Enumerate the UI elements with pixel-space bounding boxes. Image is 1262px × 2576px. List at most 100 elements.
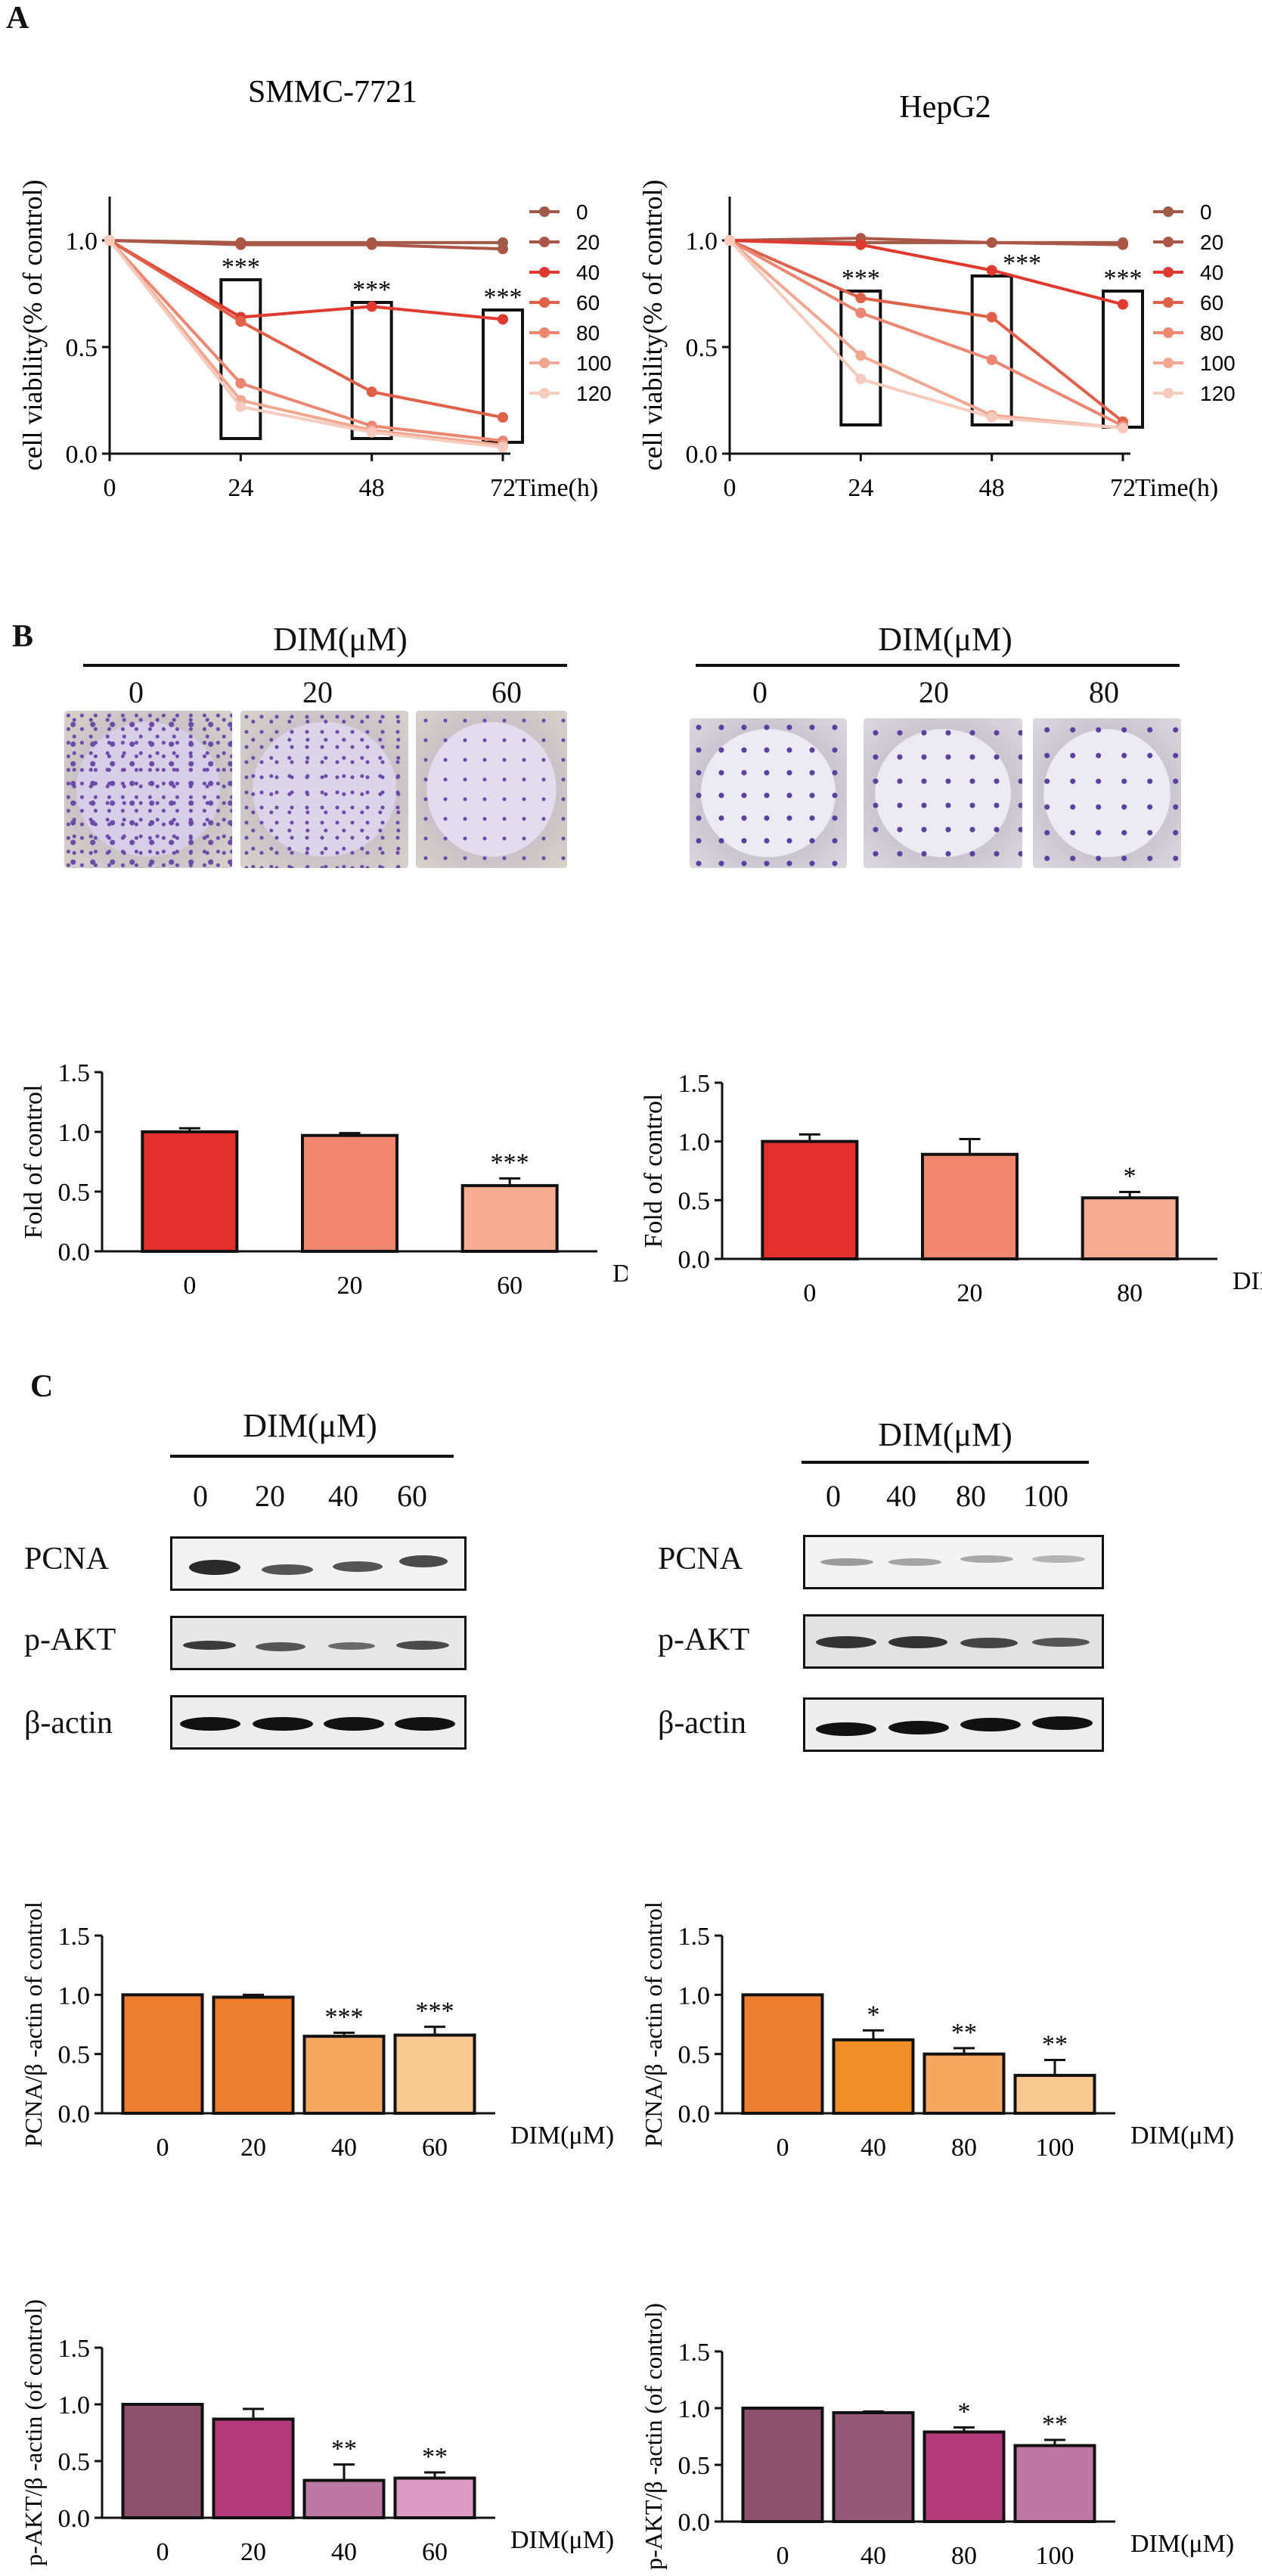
colony-right-label-1: 20 (919, 675, 949, 709)
y-tick-label: 0.5 (58, 2448, 91, 2476)
western-left-blot-pcna (170, 1536, 467, 1591)
data-point-120 (366, 426, 377, 438)
colony-left-underline (83, 664, 567, 667)
significance-label: * (867, 2001, 880, 2029)
western-right-label-bactin: β-actin (658, 1706, 746, 1741)
western-left-lane-0: 0 (193, 1479, 208, 1513)
x-tick-label: 40 (860, 2542, 886, 2570)
x-axis-label: DIM(μM) (1130, 2122, 1234, 2150)
y-tick-label: 0.0 (678, 1246, 711, 1274)
data-point-60 (986, 312, 997, 323)
legend-label: 0 (1200, 200, 1212, 224)
chart-pakt-right: 0.0 0.5 1.0 1.5 p-AKT/β -actin (of control) 0… (640, 2303, 1234, 2570)
western-right-lane-2: 80 (956, 1479, 986, 1513)
legend-label: 0 (576, 200, 588, 224)
legend-marker (1163, 206, 1174, 217)
x-tick-label: 100 (1036, 2134, 1074, 2162)
colony-dish-right-1 (864, 718, 1022, 868)
x-tick-label: 48 (359, 474, 385, 502)
bar-20 (212, 2417, 295, 2519)
data-point-20 (235, 239, 247, 250)
legend-label: 100 (576, 352, 612, 375)
y-tick-label: 0.0 (66, 441, 98, 469)
colony-right-header: DIM(μM) (878, 621, 1012, 658)
legend-label: 120 (576, 382, 612, 405)
bar-0 (141, 1130, 239, 1253)
chart-smmc7721-viability: SMMC-7721 0 24 48 72 Time(h) 0.0 0.5 1.0 cell via… (17, 75, 612, 502)
bar-0 (741, 2407, 824, 2523)
bar-40 (832, 2411, 915, 2523)
bar-80 (922, 2430, 1006, 2523)
x-tick-label: 48 (979, 474, 1005, 502)
y-tick-label: 0.0 (58, 2100, 91, 2128)
data-point-20 (498, 243, 508, 255)
legend-label: 40 (1200, 261, 1223, 284)
y-axis-label: p-AKT/β -actin (of control) (640, 2303, 667, 2570)
y-tick-label: 1.5 (58, 2335, 91, 2363)
x-tick-label: 0 (803, 1279, 816, 1307)
series-line-120 (108, 239, 504, 449)
x-tick-label: 40 (331, 2134, 357, 2162)
western-right-blot-bactin (803, 1697, 1104, 1752)
legend-marker (1163, 237, 1174, 247)
x-tick-label: 0 (777, 2134, 789, 2162)
x-axis-label: DIM(μM) (510, 2526, 614, 2554)
x-axis-label: DIM(μM) (612, 1260, 628, 1288)
y-tick-label: 0.5 (678, 2041, 711, 2069)
significance-label: ** (1042, 2031, 1068, 2059)
data-point-60 (498, 412, 508, 423)
western-left-header: DIM(μM) (243, 1407, 377, 1444)
significance-label: *** (484, 284, 522, 312)
x-tick-label: 72 (1110, 474, 1136, 502)
x-axis-label: DIM(μM) (510, 2122, 614, 2150)
legend-marker (539, 237, 550, 247)
bar-60 (393, 2033, 476, 2116)
y-tick-label: 1.0 (58, 1119, 91, 1147)
colony-dish-left-2 (416, 711, 567, 868)
western-right-lane-0: 0 (826, 1479, 841, 1513)
legend-label: 120 (1200, 382, 1236, 405)
y-tick-label: 1.0 (66, 228, 98, 256)
x-tick-label: 24 (848, 474, 873, 502)
bar-20 (212, 1995, 295, 2115)
y-tick-label: 1.0 (58, 1982, 91, 2010)
data-point-80 (986, 354, 997, 365)
y-axis-label: p-AKT/β -actin (of control) (20, 2299, 47, 2566)
data-point-40 (986, 265, 997, 276)
x-tick-label: 20 (957, 1279, 983, 1307)
highlight-box (219, 278, 262, 440)
data-point-80 (235, 377, 247, 389)
legend-label: 60 (1200, 291, 1223, 315)
x-tick-label: 60 (422, 2538, 448, 2566)
y-axis-label: Fold of control (640, 1094, 668, 1248)
series-line-100 (108, 239, 504, 447)
significance-label: ** (1042, 2410, 1068, 2438)
western-left-label-bactin: β-actin (24, 1706, 113, 1741)
y-tick-label: 1.0 (58, 2392, 91, 2419)
y-tick-label: 0.0 (58, 2505, 91, 2533)
series-line-60 (108, 239, 504, 420)
data-point-120 (724, 235, 735, 246)
x-tick-label: 24 (228, 474, 253, 502)
series-line-20 (729, 237, 1124, 246)
series-line-40 (108, 239, 504, 321)
x-tick-label: 20 (337, 1272, 363, 1300)
series-line-40 (729, 239, 1124, 306)
series-line-80 (729, 239, 1124, 428)
legend-marker (1163, 267, 1174, 277)
chart-colony-fold-right: 0.0 0.5 1.0 1.5 Fold of control 0 20 80 * DIM(μM) (640, 1070, 1262, 1307)
x-tick-label: 40 (860, 2134, 886, 2162)
legend-marker (1163, 297, 1174, 308)
colony-left-header: DIM(μM) (273, 621, 408, 658)
x-tick-label: 100 (1036, 2542, 1074, 2570)
y-tick-label: 1.0 (678, 2395, 711, 2423)
data-point-40 (855, 239, 867, 250)
bar-20 (921, 1152, 1019, 1260)
bar-0 (761, 1139, 859, 1260)
y-tick-label: 1.5 (58, 1923, 91, 1951)
western-right-lane-3: 100 (1023, 1479, 1068, 1513)
data-point-80 (855, 307, 867, 318)
data-point-120 (104, 235, 115, 246)
data-point-120 (855, 374, 867, 385)
x-tick-label: 20 (240, 2134, 266, 2162)
